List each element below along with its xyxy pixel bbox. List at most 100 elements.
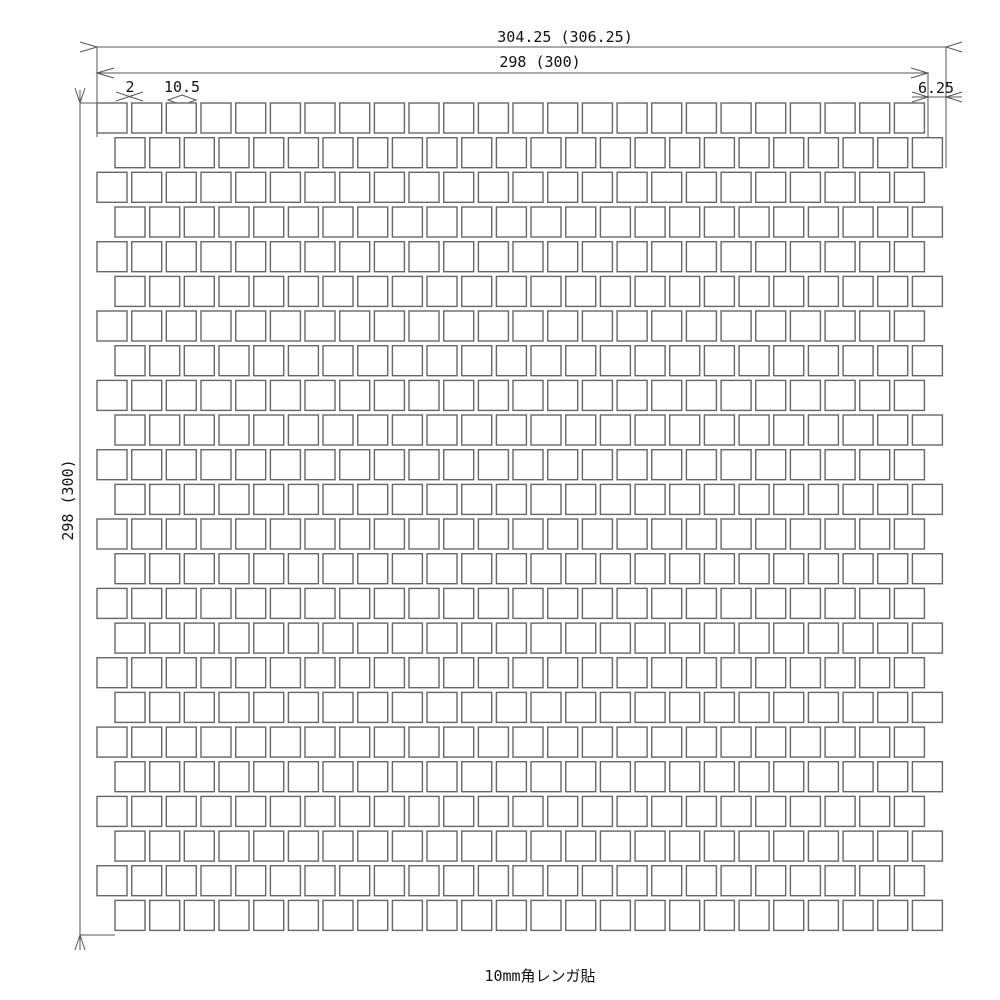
tile bbox=[512, 171, 544, 204]
tile bbox=[252, 275, 285, 308]
tile bbox=[859, 379, 891, 412]
tile bbox=[252, 622, 285, 654]
tile bbox=[373, 726, 406, 758]
tile bbox=[599, 761, 632, 793]
tile bbox=[599, 483, 632, 516]
tile bbox=[807, 622, 840, 654]
tile bbox=[183, 761, 216, 793]
tile bbox=[461, 483, 493, 516]
tile bbox=[234, 449, 267, 481]
tile bbox=[322, 275, 354, 308]
tile bbox=[824, 795, 856, 828]
tile bbox=[373, 240, 406, 273]
tile bbox=[807, 483, 840, 516]
tile bbox=[477, 379, 510, 412]
tile bbox=[287, 899, 320, 932]
tile bbox=[200, 379, 232, 412]
tile bbox=[96, 657, 128, 689]
tile bbox=[720, 865, 752, 897]
tile bbox=[218, 136, 250, 169]
tile bbox=[669, 691, 701, 724]
tile bbox=[789, 795, 822, 828]
tile bbox=[547, 518, 579, 550]
tile-size-label: 10.5 bbox=[164, 78, 200, 96]
tile bbox=[669, 761, 701, 793]
tile bbox=[130, 726, 163, 758]
tile bbox=[738, 899, 770, 932]
tile bbox=[530, 553, 562, 585]
tile bbox=[893, 726, 926, 758]
tile bbox=[183, 206, 216, 238]
tile bbox=[408, 726, 440, 758]
tile bbox=[287, 414, 320, 446]
tile bbox=[426, 414, 458, 446]
tile bbox=[148, 206, 181, 238]
tile bbox=[391, 830, 424, 862]
tile bbox=[893, 657, 926, 689]
tile bbox=[807, 136, 840, 169]
tile bbox=[755, 657, 787, 689]
tile bbox=[893, 865, 926, 897]
tile bbox=[443, 518, 475, 550]
tile bbox=[789, 865, 822, 897]
tile bbox=[287, 206, 320, 238]
tile bbox=[685, 102, 718, 134]
tile bbox=[391, 761, 424, 793]
tile bbox=[304, 518, 336, 550]
tile bbox=[859, 795, 891, 828]
tile bbox=[114, 414, 146, 446]
tile bbox=[477, 657, 510, 689]
tile bbox=[512, 102, 544, 134]
tile bbox=[807, 275, 840, 308]
tile bbox=[269, 795, 302, 828]
tile bbox=[114, 553, 146, 585]
tile bbox=[738, 275, 770, 308]
tile bbox=[911, 691, 944, 724]
tile bbox=[148, 622, 181, 654]
tile bbox=[512, 657, 544, 689]
tile bbox=[443, 726, 475, 758]
offset-label: 6.25 bbox=[918, 79, 954, 97]
tile bbox=[183, 275, 216, 308]
overall-width-label: 304.25 (306.25) bbox=[497, 28, 632, 46]
tile bbox=[703, 136, 736, 169]
tile bbox=[807, 414, 840, 446]
tile bbox=[200, 587, 232, 620]
tile bbox=[408, 449, 440, 481]
tile bbox=[391, 275, 424, 308]
tile bbox=[877, 899, 909, 932]
arrow-icon bbox=[95, 67, 115, 79]
tile bbox=[720, 449, 752, 481]
tile bbox=[685, 449, 718, 481]
tile bbox=[165, 310, 198, 342]
tile bbox=[495, 275, 528, 308]
tile bbox=[530, 899, 562, 932]
tile bbox=[565, 830, 597, 862]
tile bbox=[685, 240, 718, 273]
tile bbox=[426, 761, 458, 793]
tile bbox=[530, 206, 562, 238]
tile bbox=[720, 310, 752, 342]
tile bbox=[183, 553, 216, 585]
tile bbox=[773, 345, 805, 377]
tile bbox=[634, 899, 666, 932]
tile bbox=[200, 449, 232, 481]
tile bbox=[495, 830, 528, 862]
tile bbox=[877, 345, 909, 377]
tile bbox=[738, 206, 770, 238]
tile bbox=[200, 240, 232, 273]
tile bbox=[200, 518, 232, 550]
tile bbox=[234, 102, 267, 134]
tile bbox=[495, 761, 528, 793]
tile bbox=[218, 206, 250, 238]
tile bbox=[755, 449, 787, 481]
tile bbox=[581, 310, 614, 342]
tile bbox=[391, 206, 424, 238]
tile bbox=[824, 310, 856, 342]
tile bbox=[461, 761, 493, 793]
tile bbox=[130, 657, 163, 689]
tile bbox=[669, 414, 701, 446]
tile bbox=[877, 136, 909, 169]
tile bbox=[720, 726, 752, 758]
